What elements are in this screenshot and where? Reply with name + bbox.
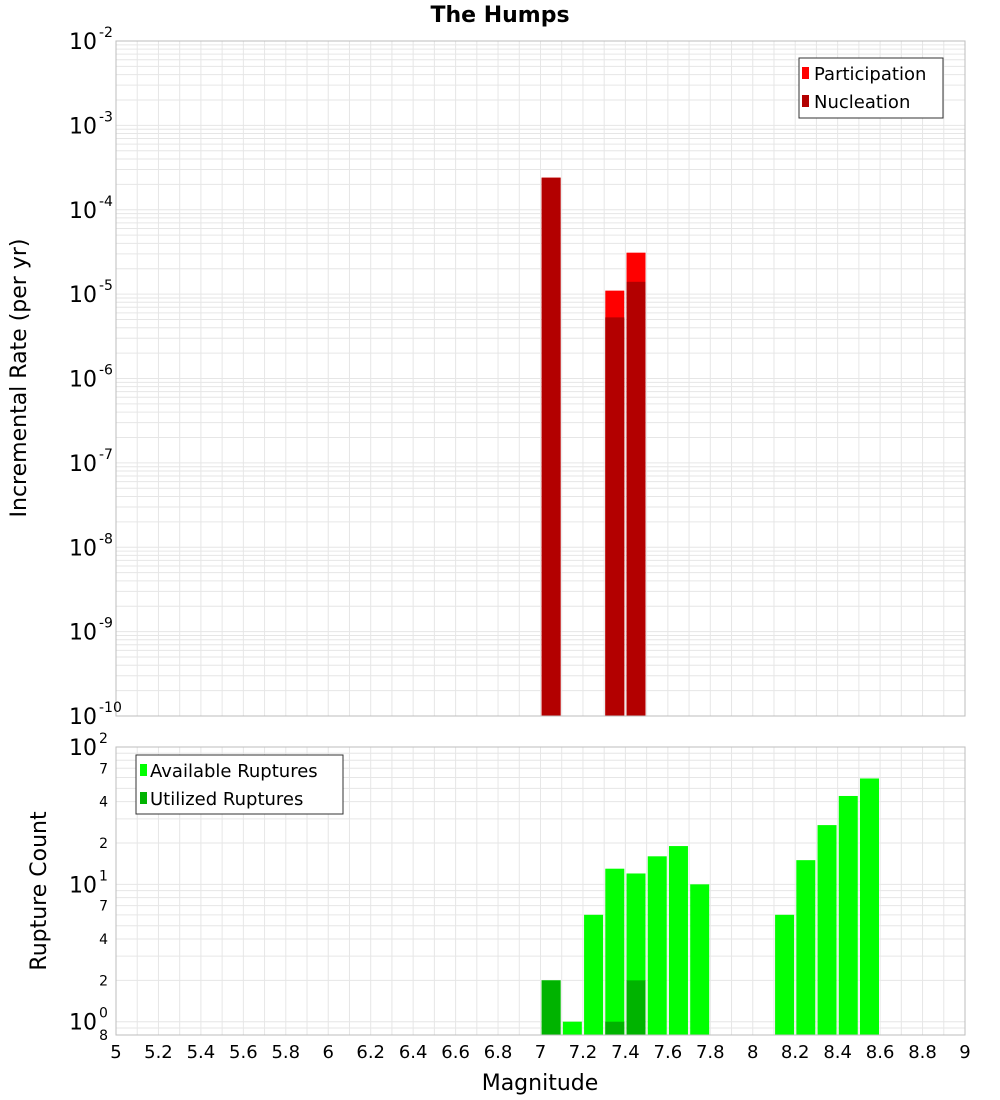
x-tick-label: 8.8 xyxy=(908,1042,937,1063)
y-tick-label: 10 xyxy=(69,452,97,477)
bar-available-ruptures xyxy=(647,856,667,1035)
chart-title: The Humps xyxy=(430,3,569,28)
x-tick-label: 5.4 xyxy=(187,1042,216,1063)
bar-utilized-ruptures xyxy=(541,980,561,1035)
bottom-legend: Available Ruptures Utilized Ruptures xyxy=(135,754,344,815)
x-tick-label: 7.2 xyxy=(569,1042,598,1063)
y-tick-label: 10 xyxy=(69,30,97,55)
legend-swatch-available xyxy=(140,764,147,776)
y-tick-label: 10 xyxy=(69,705,97,730)
y-tick-label: 10 xyxy=(69,536,97,561)
y-tick-exponent: 1 xyxy=(99,868,108,884)
bar-available-ruptures xyxy=(796,860,816,1035)
top-y-axis-label: Incremental Rate (per yr) xyxy=(7,239,32,518)
x-tick-label: 6.8 xyxy=(484,1042,513,1063)
y-tick-label: 10 xyxy=(69,368,97,393)
y-tick-exponent: -8 xyxy=(99,531,113,547)
x-tick-label: 8 xyxy=(747,1042,758,1063)
top-grid xyxy=(115,40,966,717)
bar-available-ruptures xyxy=(584,914,604,1035)
top-bars xyxy=(541,177,646,716)
x-axis-label: Magnitude xyxy=(482,1071,599,1096)
bar-available-ruptures xyxy=(775,914,795,1035)
top-legend: Participation Nucleation xyxy=(798,57,944,119)
bar-available-ruptures xyxy=(605,868,625,1035)
bar-available-ruptures xyxy=(562,1021,582,1035)
x-tick-label: 5.8 xyxy=(271,1042,300,1063)
x-tick-label: 5.2 xyxy=(144,1042,173,1063)
top-y-tick-labels: 10-210-310-410-510-610-710-810-910-10 xyxy=(69,25,122,730)
bar-utilized-ruptures xyxy=(605,1021,625,1035)
legend-label-utilized: Utilized Ruptures xyxy=(150,789,303,810)
y-tick-label: 10 xyxy=(69,283,97,308)
y-tick-exponent: -10 xyxy=(99,700,122,716)
y-tick-exponent: -3 xyxy=(99,109,113,125)
y-tick-label: 10 xyxy=(69,1011,97,1036)
y-tick-exponent: -2 xyxy=(99,25,113,41)
x-tick-label: 6.2 xyxy=(356,1042,385,1063)
bar-available-ruptures xyxy=(859,778,879,1035)
y-tick-label: 10 xyxy=(69,736,97,761)
legend-label-nucleation: Nucleation xyxy=(814,92,910,113)
bar-utilized-ruptures xyxy=(626,980,646,1035)
y-tick-exponent: -9 xyxy=(99,616,113,632)
x-tick-label: 9 xyxy=(959,1042,970,1063)
x-tick-label: 5 xyxy=(110,1042,121,1063)
bar-available-ruptures xyxy=(690,884,710,1035)
bar-nucleation xyxy=(626,281,646,716)
x-tick-label: 5.6 xyxy=(229,1042,258,1063)
legend-label-participation: Participation xyxy=(814,64,926,85)
y-minor-tick-label: 4 xyxy=(99,932,108,948)
x-tick-label: 8.6 xyxy=(866,1042,895,1063)
bar-nucleation xyxy=(605,317,625,716)
y-minor-tick-label: 4 xyxy=(99,795,108,811)
x-tick-labels: 5 5.2 5.4 5.6 5.8 6 6.2 6.4 6.6 6.8 7 7.2 7.4 7.6 7.8 8… xyxy=(110,1042,970,1063)
legend-swatch-participation xyxy=(802,67,809,79)
y-tick-label: 10 xyxy=(69,621,97,646)
legend-swatch-nucleation xyxy=(802,95,809,107)
bottom-bars xyxy=(541,778,879,1035)
top-legend-box xyxy=(798,57,944,119)
y-tick-exponent: -5 xyxy=(99,278,113,294)
bottom-y-axis-label: Rupture Count xyxy=(27,811,52,971)
bar-nucleation xyxy=(541,177,561,716)
bar-available-ruptures xyxy=(838,795,858,1035)
x-tick-label: 7.8 xyxy=(696,1042,725,1063)
x-tick-label: 6.6 xyxy=(441,1042,470,1063)
y-tick-exponent: 0 xyxy=(99,1006,108,1022)
bar-available-ruptures xyxy=(817,825,837,1035)
y-minor-tick-label: 2 xyxy=(99,973,108,989)
x-tick-label: 8.4 xyxy=(823,1042,852,1063)
y-tick-exponent: -7 xyxy=(99,447,113,463)
y-minor-tick-label: 7 xyxy=(99,761,108,777)
x-tick-label: 7 xyxy=(535,1042,546,1063)
x-tick-label: 8.2 xyxy=(781,1042,810,1063)
y-tick-label: 10 xyxy=(69,199,97,224)
bottom-plot-frame xyxy=(115,746,966,1036)
y-tick-exponent: -4 xyxy=(99,194,113,210)
y-tick-exponent: 2 xyxy=(99,731,108,747)
x-tick-label: 7.4 xyxy=(611,1042,640,1063)
legend-swatch-utilized xyxy=(140,792,147,804)
y-tick-exponent: -6 xyxy=(99,363,113,379)
top-plot-frame xyxy=(115,40,966,717)
y-minor-tick-label: 8 xyxy=(99,1028,108,1044)
y-tick-label: 10 xyxy=(69,873,97,898)
y-tick-label: 10 xyxy=(69,114,97,139)
y-minor-tick-label: 7 xyxy=(99,899,108,915)
x-tick-label: 6.4 xyxy=(399,1042,428,1063)
x-tick-label: 7.6 xyxy=(654,1042,683,1063)
bottom-legend-box xyxy=(135,754,344,815)
bar-available-ruptures xyxy=(668,846,688,1035)
x-tick-label: 6 xyxy=(323,1042,334,1063)
y-minor-tick-label: 2 xyxy=(99,836,108,852)
legend-label-available: Available Ruptures xyxy=(150,761,318,782)
